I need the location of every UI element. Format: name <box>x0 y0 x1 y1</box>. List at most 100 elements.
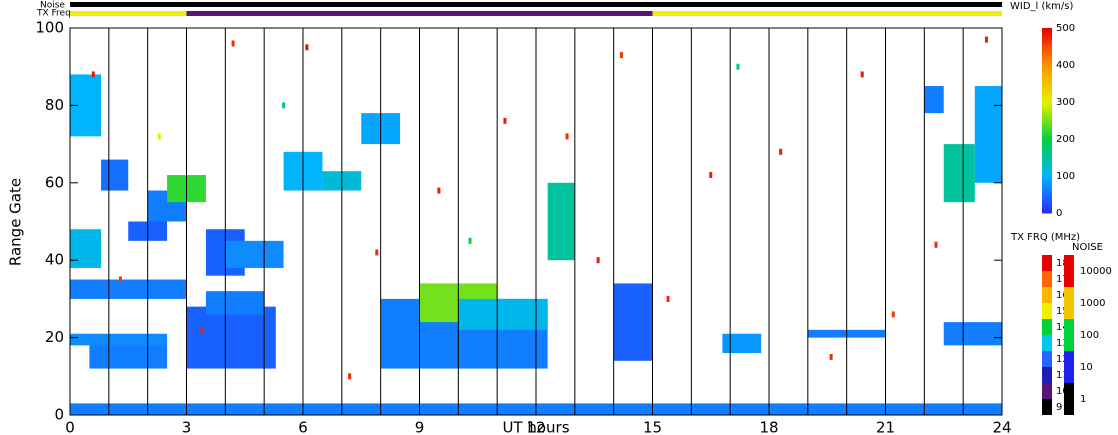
colorbar-tick-label: 100 <box>1080 330 1099 341</box>
scatter-point <box>619 52 623 59</box>
scatter-point <box>736 63 740 70</box>
colorbar-step <box>1042 102 1052 106</box>
colorbar-tick-label: 10 <box>1056 386 1069 397</box>
tx-bar-label: TX Freq <box>36 9 71 19</box>
colorbar-step <box>1042 200 1052 205</box>
colorbar-step <box>1042 194 1052 199</box>
colorbar-step <box>1042 28 1052 32</box>
colorbar-step <box>1042 123 1052 128</box>
colorbar-block <box>1042 399 1052 415</box>
x-tick-label: 24 <box>992 419 1011 435</box>
colorbar-tick-label: 400 <box>1056 60 1075 71</box>
scatter-point <box>779 148 783 155</box>
tx-colorbar-title: TX FRQ (MHz) <box>1010 232 1080 243</box>
colorbar-step <box>1042 68 1052 72</box>
scatter-patch <box>613 283 653 361</box>
colorbar-step <box>1042 58 1052 63</box>
scatter-patch <box>943 144 975 203</box>
scatter-patch <box>924 86 944 114</box>
tx-bar-segment <box>186 11 653 16</box>
scatter-patch <box>70 229 102 268</box>
x-tick-label: 15 <box>643 419 662 435</box>
colorbar-step <box>1042 52 1052 57</box>
colorbar-block <box>1064 383 1074 415</box>
colorbar-step <box>1042 157 1052 162</box>
x-tick-label: 3 <box>182 419 192 435</box>
scatter-point <box>709 172 713 179</box>
colorbar-step <box>1042 154 1052 158</box>
colorbar-step <box>1042 114 1052 118</box>
scatter-patch <box>89 341 168 369</box>
colorbar-tick-label: 14 <box>1056 322 1069 333</box>
colorbar-tick-label: 500 <box>1056 23 1075 34</box>
colorbar-step <box>1042 105 1052 109</box>
colorbar-tick-label: 18 <box>1056 258 1069 269</box>
y-tick-label: 0 <box>54 406 64 424</box>
scatter-patch <box>974 86 1002 183</box>
colorbar-step <box>1042 80 1052 84</box>
colorbar-block <box>1042 335 1052 351</box>
scatter-patch <box>205 291 265 315</box>
colorbar-tick-label: 16 <box>1056 290 1069 301</box>
y-tick-label: 100 <box>35 19 64 37</box>
colorbar-tick-label: 11 <box>1056 370 1069 381</box>
colorbar-step <box>1042 169 1052 174</box>
colorbar-block <box>1064 319 1074 351</box>
colorbar-step <box>1042 166 1052 171</box>
colorbar-step <box>1042 117 1052 121</box>
scatter-point <box>157 133 161 140</box>
scatter-point <box>565 133 569 140</box>
colorbar-step <box>1042 160 1052 165</box>
colorbar-step <box>1042 34 1052 38</box>
colorbar-tick-label: 200 <box>1056 134 1075 145</box>
colorbar-step <box>1042 61 1052 66</box>
colorbar-step <box>1042 135 1052 140</box>
colorbar-tick-label: 10000 <box>1080 266 1112 277</box>
tx-bar-segment <box>652 11 1002 16</box>
colorbar-step <box>1042 77 1052 81</box>
colorbar-tick-label: 10 <box>1080 362 1093 373</box>
colorbar-step <box>1042 92 1052 97</box>
scatter-patch <box>547 182 575 261</box>
scatter-patch <box>186 306 276 369</box>
colorbar-step <box>1042 89 1052 94</box>
x-tick-label: 0 <box>65 419 75 435</box>
colorbar-tick-label: 15 <box>1056 306 1069 317</box>
x-axis-label: UT hours <box>502 419 569 435</box>
scatter-point <box>348 373 352 380</box>
colorbar-step <box>1042 74 1052 78</box>
colorbar-step <box>1042 182 1052 186</box>
colorbar-step <box>1042 83 1052 88</box>
colorbar-step <box>1042 31 1052 35</box>
colorbar-step <box>1042 142 1052 146</box>
colorbar-tick-label: 9 <box>1056 402 1062 413</box>
colorbar-step <box>1042 163 1052 168</box>
colorbar-step <box>1042 176 1052 180</box>
scatter-point <box>860 71 864 78</box>
scatter-point <box>666 295 670 302</box>
colorbar-step <box>1042 132 1052 137</box>
colorbar-step <box>1042 129 1052 134</box>
scatter-patch <box>101 159 129 191</box>
colorbar-block <box>1064 255 1074 287</box>
scatter-point <box>468 237 472 244</box>
colorbar-step <box>1042 98 1052 103</box>
colorbar-tick-label: 1000 <box>1080 298 1105 309</box>
scatter-point <box>231 40 235 47</box>
colorbar-tick-label: 1 <box>1080 394 1086 405</box>
scatter-point <box>829 353 833 360</box>
y-tick-label: 40 <box>45 251 64 269</box>
y-tick-label: 60 <box>45 173 64 191</box>
colorbar-step <box>1042 49 1052 54</box>
colorbar-block <box>1042 319 1052 335</box>
scatter-point <box>305 44 309 51</box>
y-axis-label: Range Gate <box>7 178 25 266</box>
x-tick-label: 12 <box>526 419 545 435</box>
scatter-patch <box>70 333 168 346</box>
colorbar-block <box>1042 255 1052 271</box>
x-tick-label: 6 <box>298 419 308 435</box>
colorbar-step <box>1042 145 1052 149</box>
scatter-point <box>91 71 95 78</box>
x-tick-label: 9 <box>415 419 425 435</box>
